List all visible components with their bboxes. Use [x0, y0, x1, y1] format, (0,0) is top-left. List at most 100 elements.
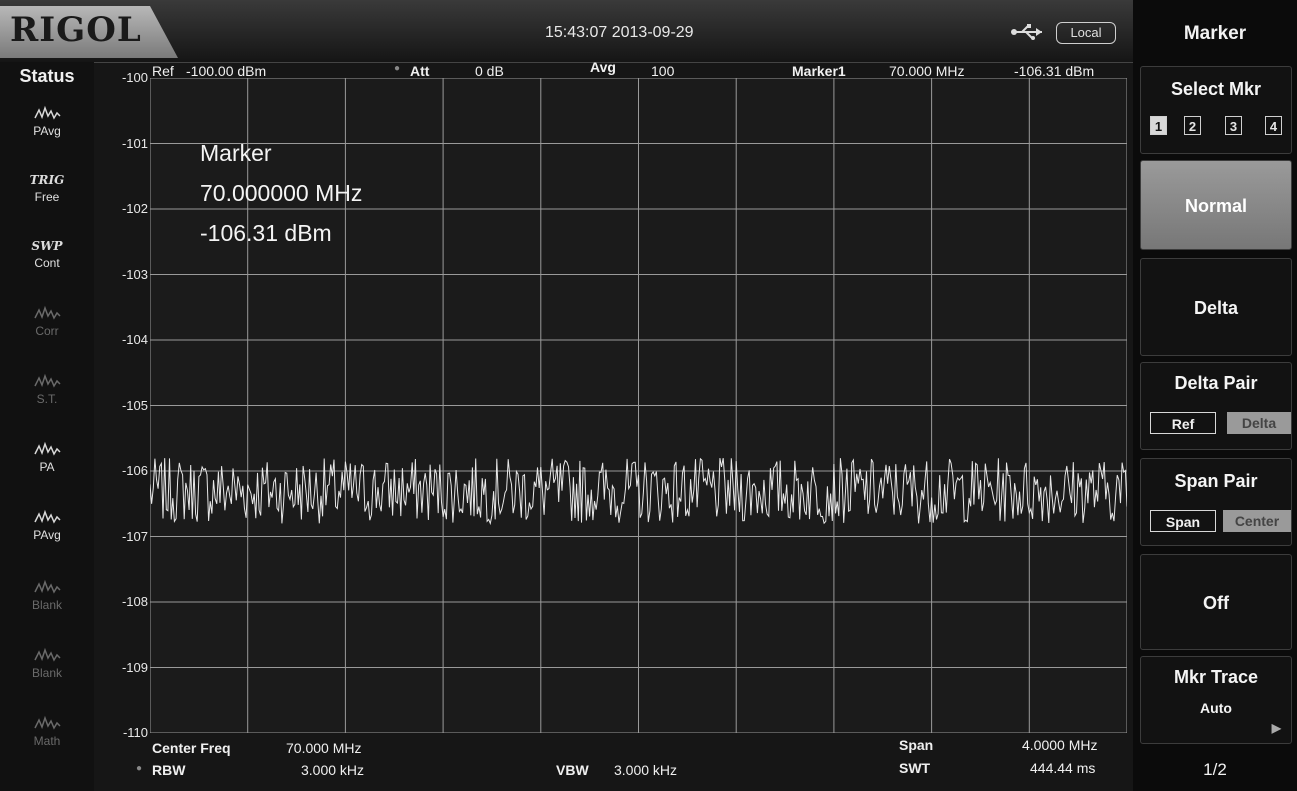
ref-value: -100.00 dBm [186, 63, 267, 79]
status-glyph: SWP [31, 239, 63, 253]
datetime: 15:43:07 2013-09-29 [545, 24, 694, 41]
span-pair-label: Span Pair [1174, 471, 1258, 491]
pavg-trace-icon: PAvg [14, 104, 80, 164]
off-button[interactable]: Off [1140, 554, 1292, 650]
select-marker-label: Select Mkr [1170, 79, 1262, 99]
span-pair-button[interactable]: Span Pair [1140, 458, 1292, 546]
marker-2-option[interactable]: 2 [1184, 116, 1201, 135]
rbw-label: RBW [152, 762, 186, 778]
select-marker-button[interactable]: Select Mkr [1140, 66, 1292, 154]
wave-icon [14, 508, 80, 528]
wave-icon [14, 104, 80, 124]
ref-label: Ref [152, 63, 174, 79]
y-tick-label: -102 [121, 201, 148, 216]
status-label: Blank [31, 598, 63, 612]
att-indicator-icon: ● [394, 63, 401, 74]
marker-label: Marker1 [792, 63, 846, 79]
correction-icon: Corr [14, 304, 80, 364]
trace-line [150, 457, 1127, 526]
chevron-right-icon: ▶ [1271, 721, 1281, 735]
status-label: Blank [31, 666, 63, 680]
swt-label: SWT [899, 760, 931, 776]
trace-pavg-icon: PAvg [14, 508, 80, 568]
y-tick-label: -103 [121, 266, 148, 282]
source-tracking-icon: S.T. [14, 372, 80, 432]
center-freq-value: 70.000 MHz [286, 740, 362, 756]
status-label: PA [39, 460, 55, 474]
usb-icon [1011, 24, 1042, 40]
att-label: Att [410, 63, 430, 79]
trigger-icon: TRIG Free [14, 170, 80, 230]
marker-trace-label: Mkr Trace [1173, 667, 1259, 687]
status-glyph: TRIG [29, 173, 65, 187]
status-label: Math [33, 734, 61, 748]
plot-grid [150, 78, 1127, 733]
y-tick-label: -101 [121, 135, 148, 151]
delta-pair-delta-option[interactable]: Delta [1227, 412, 1291, 434]
local-button[interactable]: Local [1056, 22, 1116, 44]
menu-title: Marker [1183, 23, 1247, 44]
trace-math-icon: Math [14, 714, 80, 774]
status-panel [0, 62, 94, 791]
marker-trace-value: Auto [1200, 700, 1232, 716]
marker-readout-title: Marker [200, 140, 272, 166]
marker-freq: 70.000 MHz [889, 63, 965, 79]
logo-tab [0, 6, 178, 58]
marker-1-option[interactable]: 1 [1150, 116, 1167, 135]
status-title: Status [19, 66, 75, 86]
y-tick-label: -107 [121, 528, 148, 544]
span-label: Span [899, 737, 934, 753]
trace-blank-2-icon: Blank [14, 646, 80, 706]
span-pair-center-option[interactable]: Center [1223, 510, 1291, 532]
wave-icon [14, 440, 80, 460]
y-tick-label: -100 [121, 70, 148, 85]
preamp-icon: PA [14, 440, 80, 500]
status-label: Free [34, 190, 60, 204]
menu-page-indicator[interactable]: 1/2 [1203, 760, 1227, 779]
y-tick-label: -106 [121, 463, 148, 478]
y-tick-label: -105 [121, 397, 148, 413]
vbw-label: VBW [556, 762, 589, 778]
status-label: PAvg [33, 528, 61, 542]
delta-button[interactable]: Delta [1140, 258, 1292, 356]
marker-readout: Marker 70.000000 MHz -106.31 dBm [200, 133, 362, 253]
wave-icon [14, 304, 80, 324]
marker-3-option[interactable]: 3 [1225, 116, 1242, 135]
y-tick-label: -109 [121, 659, 148, 675]
marker-trace-button[interactable]: Mkr Trace Auto ▶ [1140, 656, 1292, 744]
delta-pair-ref-option[interactable]: Ref [1150, 412, 1216, 434]
normal-button[interactable]: Normal [1140, 160, 1292, 250]
wave-icon [14, 646, 80, 666]
status-label: Cont [34, 256, 60, 270]
top-bar [0, 0, 1133, 63]
marker-level: -106.31 dBm [1014, 63, 1095, 79]
brand-logo: RIGOL [10, 10, 142, 50]
avg-label: Avg [590, 59, 616, 75]
y-tick-label: -110 [122, 725, 148, 740]
status-label: Corr [35, 324, 59, 338]
marker-4-option[interactable]: 4 [1265, 116, 1282, 135]
att-value: 0 dB [475, 63, 504, 79]
center-freq-label: Center Freq [152, 740, 231, 756]
rbw-value: 3.000 kHz [301, 762, 365, 778]
delta-pair-button[interactable]: Delta Pair [1140, 362, 1292, 450]
y-tick-label: -104 [121, 332, 148, 347]
sweep-icon: SWP Cont [14, 236, 80, 296]
swt-value: 444.44 ms [1030, 760, 1096, 776]
span-pair-span-option[interactable]: Span [1150, 510, 1216, 532]
y-tick-label: -108 [121, 594, 148, 609]
wave-icon [14, 714, 80, 734]
marker-readout-level: -106.31 dBm [200, 220, 332, 246]
status-label: S.T. [36, 392, 58, 406]
marker-readout-freq: 70.000000 MHz [200, 180, 363, 206]
status-label: PAvg [33, 124, 61, 138]
delta-pair-label: Delta Pair [1174, 373, 1258, 393]
spectrum-plot [150, 78, 1127, 733]
trace-blank-icon: Blank [14, 578, 80, 638]
span-value: 4.0000 MHz [1022, 737, 1098, 753]
rbw-indicator-icon: ● [136, 763, 143, 774]
wave-icon [14, 578, 80, 598]
vbw-value: 3.000 kHz [614, 762, 678, 778]
wave-icon [14, 372, 80, 392]
avg-value: 100 [651, 63, 675, 79]
